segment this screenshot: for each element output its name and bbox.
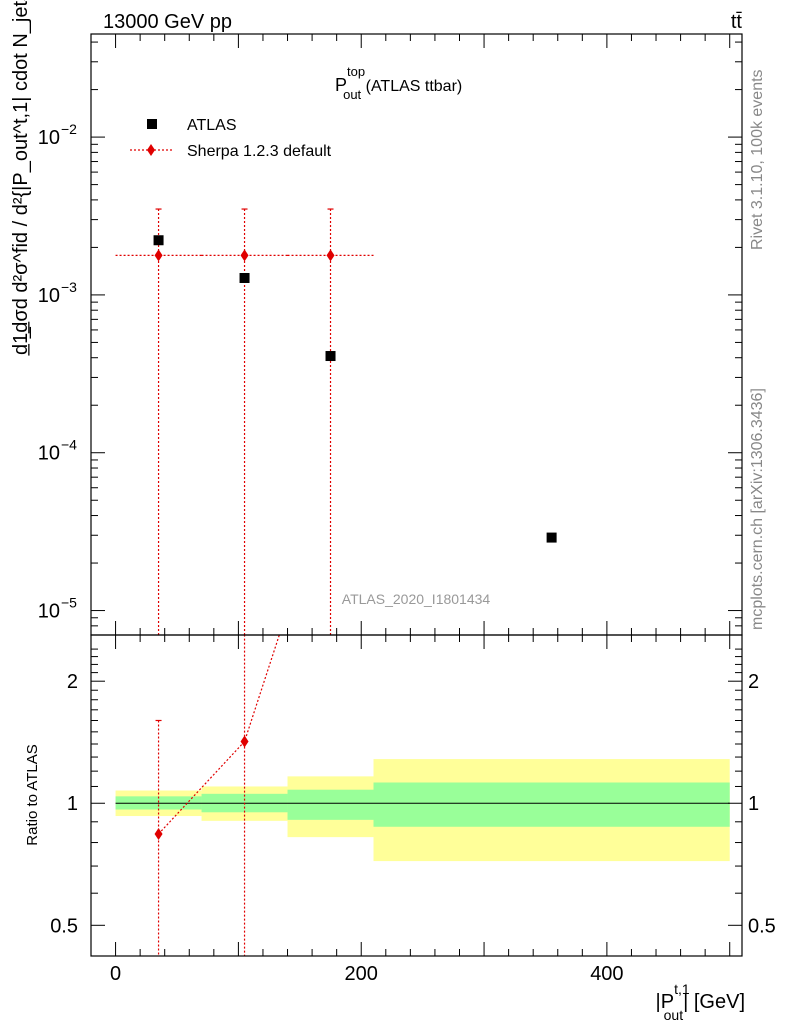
main-data-layer [115,208,557,635]
plot-title-sub: out [343,87,361,102]
sherpa-marker [326,249,335,262]
ratio-y-axis-label: Ratio to ATLAS [24,744,41,845]
main-y-axis-label: d̲1̲d̲σd d²σ^fid / d²{|P_out^t,1| cdot N… [10,0,32,356]
uncertainty-band-inner [287,789,374,820]
main-y-tick-exponent: −5 [61,595,77,611]
x-axis-label-sup: t,1 [674,981,690,997]
plot-title: Ptop out (ATLAS ttbar) [335,64,462,102]
ratio-y-tick-label: 1 [67,793,78,815]
plot-title-sup: top [347,64,365,79]
plot-title-base: P [335,75,347,95]
main-y-tick-label: 10 [38,443,60,465]
ratio-data-layer [115,635,730,956]
ratio-x-tick-label: 200 [345,963,378,985]
ratio-y-tick-label: 2 [67,671,78,693]
ratio-x-tick-label: 0 [110,963,121,985]
main-panel: 10−510−410−310−2 Ptop out (ATLAS ttbar) A… [10,0,743,636]
ratio-y-tick-label-right: 0.5 [748,915,776,937]
x-axis-label-base: |P [656,991,675,1013]
ratio-frame [90,634,743,957]
ratio-y-tick-label: 0.5 [50,915,78,937]
main-y-tick-exponent: −2 [61,121,77,137]
legend-atlas-label: ATLAS [187,117,237,134]
main-axes: 10−510−410−310−2 [38,34,742,636]
main-y-tick-exponent: −3 [61,279,77,295]
x-axis-label: |Pt,1 out| [GeV] [656,981,745,1023]
atlas-data-point [325,351,336,362]
atlas-data-point [153,235,164,246]
legend-sherpa-marker [147,144,155,156]
main-y-tick-label: 10 [38,601,60,623]
uncertainty-band-inner [373,782,730,827]
atlas-data-point [546,532,557,543]
watermark: ATLAS_2020_I1801434 [342,591,491,607]
main-y-axis-label-text: d̲1̲d̲σd d²σ^fid / d²{|P_out^t,1| cdot N… [10,0,32,356]
sherpa-marker [240,249,249,262]
sherpa-marker [154,249,163,262]
legend-atlas-marker [147,119,157,129]
ratio-y-tick-label-right: 1 [748,793,759,815]
rivet-version-label: Rivet 3.1.10, 100k events [749,69,766,250]
ratio-y-tick-label-right: 2 [748,671,759,693]
process-label: tt̄ [731,11,743,33]
x-axis-label-suffix: | [GeV] [683,991,745,1013]
main-y-tick-label: 10 [38,285,60,307]
plot-title-suffix: (ATLAS ttbar) [361,78,462,95]
x-axis-label-sub: out [664,1007,684,1023]
main-y-tick-exponent: −4 [61,437,77,453]
mcplots-label: mcplots.cern.ch [arXiv:1306.3436] [749,388,766,630]
legend-sherpa-label: Sherpa 1.2.3 default [187,143,332,160]
energy-label: 13000 GeV pp [103,11,232,33]
sherpa-ratio-marker [240,735,249,748]
legend: ATLAS Sherpa 1.2.3 default [130,117,332,160]
sherpa-ratio-marker [154,827,163,840]
ratio-x-tick-label: 400 [590,963,623,985]
ratio-axes: 0.5 0.5 1 1 2 2 0 200 400 [50,635,776,985]
atlas-data-point [239,272,250,283]
ratio-panel: 0.5 0.5 1 1 2 2 0 200 400 Ratio to ATLAS |Pt,1 ou… [24,634,776,1023]
main-y-tick-label: 10 [38,127,60,149]
